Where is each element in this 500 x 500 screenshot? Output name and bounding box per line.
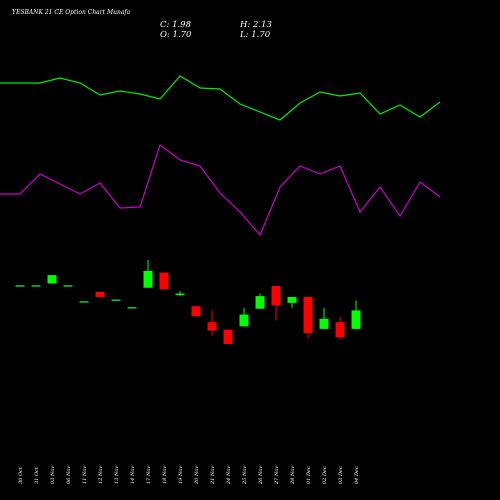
- candle-body: [127, 307, 137, 309]
- candle: [351, 300, 361, 329]
- candle-body: [47, 275, 57, 284]
- candle: [335, 317, 345, 340]
- x-tick-label: 11 Nov: [82, 466, 88, 484]
- candles: [15, 260, 361, 344]
- candle: [159, 272, 169, 290]
- x-tick-label: 02 Dec: [322, 466, 328, 484]
- candle: [47, 275, 57, 284]
- candle: [175, 291, 185, 297]
- x-tick-label: 04 Dec: [354, 466, 360, 484]
- x-tick-label: 28 Nov: [290, 466, 296, 485]
- x-tick-label: 26 Nov: [258, 466, 264, 485]
- close-label: C: 1.98: [160, 20, 192, 30]
- candle: [207, 310, 217, 336]
- candle-body: [111, 299, 121, 301]
- x-tick-label: 24 Nov: [226, 466, 232, 485]
- x-tick-label: 20 Nov: [194, 466, 200, 485]
- candle: [31, 285, 41, 287]
- candle-body: [159, 272, 169, 290]
- candle: [287, 296, 297, 308]
- candle-body: [303, 296, 313, 334]
- candle-body: [287, 296, 297, 303]
- x-tick-label: 14 Nov: [130, 466, 136, 484]
- candle-body: [15, 285, 25, 287]
- candle-body: [207, 322, 217, 331]
- x-tick-label: 25 Nov: [242, 466, 248, 485]
- candle: [79, 301, 89, 303]
- x-tick-label: 31 Oct: [34, 466, 40, 484]
- x-tick-label: 03 Dec: [338, 466, 344, 484]
- candle: [15, 285, 25, 287]
- indicator-lines: [0, 75, 441, 237]
- low-label: L: 1.70: [239, 30, 271, 40]
- open-label: O: 1.70: [160, 30, 192, 40]
- candle-body: [63, 285, 73, 287]
- candle: [271, 286, 281, 321]
- candle: [127, 307, 137, 309]
- candle-body: [223, 329, 233, 344]
- x-tick-label: 12 Nov: [98, 466, 104, 484]
- candle: [191, 306, 201, 317]
- x-tick-label: 13 Nov: [114, 466, 120, 484]
- candle: [111, 299, 121, 301]
- candle-body: [175, 293, 185, 296]
- candle-body: [255, 296, 265, 309]
- high-label: H: 2.13: [239, 20, 272, 30]
- x-tick-label: 27 Nov: [274, 466, 280, 485]
- candle-body: [239, 314, 249, 327]
- candle: [143, 260, 153, 288]
- x-tick-label: 06 Nov: [66, 466, 72, 484]
- candle-body: [335, 322, 345, 338]
- x-tick-label: 30 Oct: [18, 466, 24, 484]
- x-tick-label: 03 Nov: [50, 466, 56, 484]
- x-tick-label: 17 Nov: [146, 466, 152, 484]
- candle-body: [79, 301, 89, 303]
- x-axis-ticks: 30 Oct 31 Oct 03 Nov 06 Nov 11 Nov 12 Nov 13 N…: [18, 466, 360, 485]
- x-tick-label: 21 Nov: [210, 466, 216, 485]
- candle: [255, 293, 265, 309]
- candle: [319, 307, 329, 329]
- candle-body: [191, 306, 201, 317]
- candle-body: [31, 285, 41, 287]
- candle-body: [143, 270, 153, 288]
- candle-body: [351, 310, 361, 329]
- chart-title: YESBANK 21 CE Option Chart Munafa: [12, 9, 131, 16]
- candle: [303, 296, 313, 339]
- candle: [63, 285, 73, 287]
- x-tick-label: 18 Nov: [162, 466, 168, 484]
- candle: [239, 307, 249, 327]
- x-tick-label: 01 Dec: [306, 466, 312, 484]
- candle-body: [319, 318, 329, 329]
- upper-indicator-line: [0, 75, 441, 121]
- candle-body: [95, 291, 105, 297]
- lower-indicator-line: [0, 144, 441, 237]
- candle: [95, 291, 105, 297]
- candle-body: [271, 286, 281, 306]
- x-tick-label: 19 Nov: [178, 466, 184, 484]
- candle: [223, 329, 233, 344]
